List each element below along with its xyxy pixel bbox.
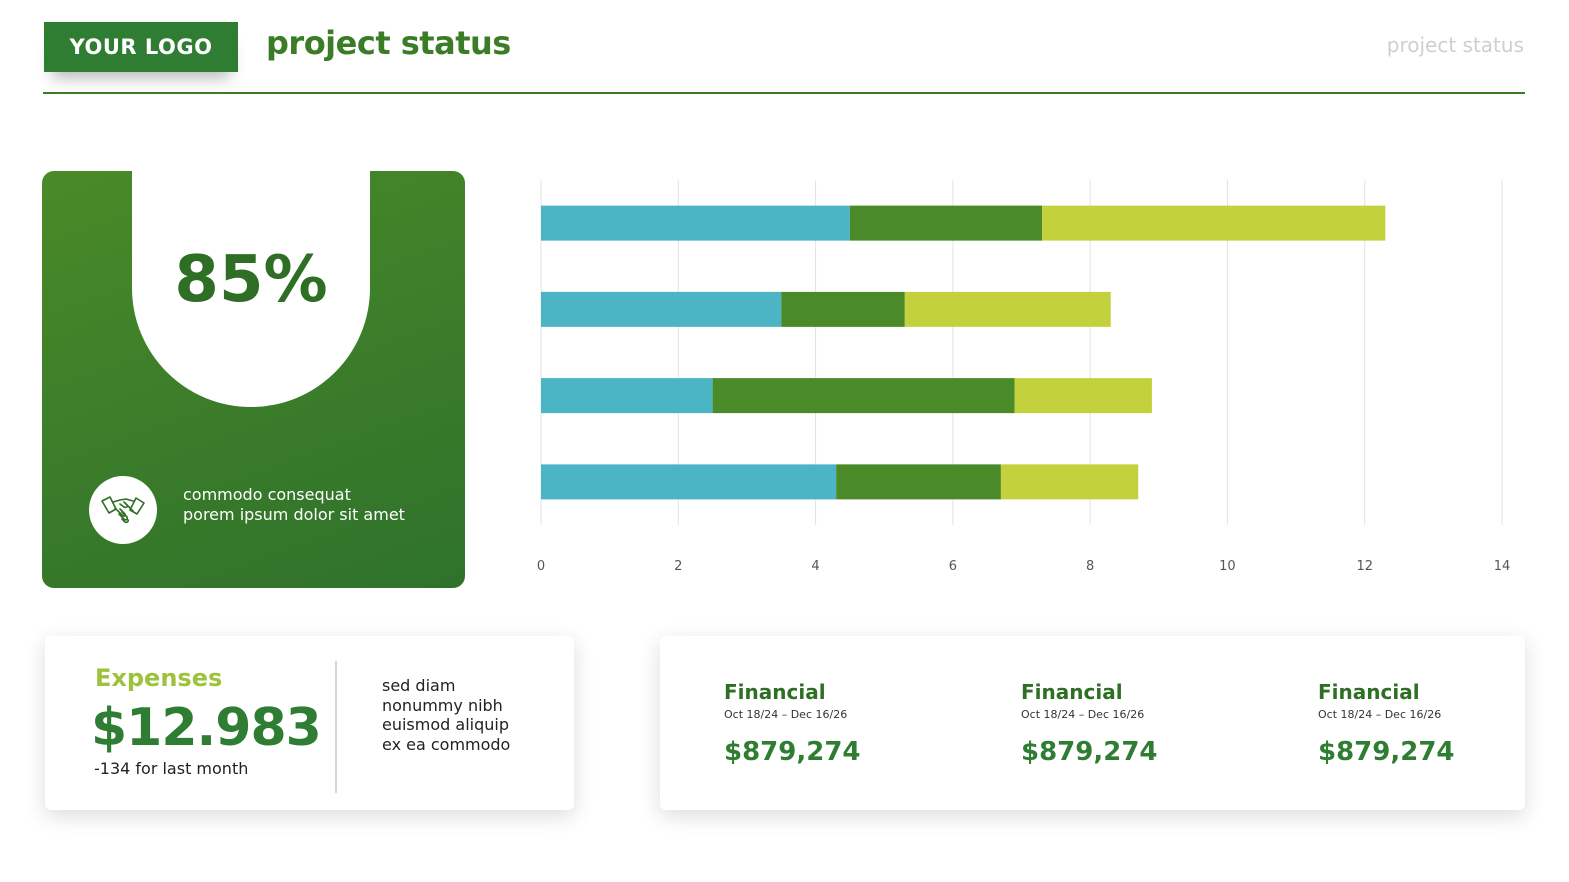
x-tick-label: 8: [1086, 559, 1094, 574]
kpi-card: 85% commodo consequat porem ipsum dolor …: [42, 171, 465, 588]
bar-segment: [904, 291, 1111, 327]
financial-value: $879,274: [1021, 737, 1158, 767]
x-tick-label: 10: [1219, 559, 1236, 574]
bar-segment: [836, 464, 1001, 500]
kpi-value-badge: [132, 171, 370, 407]
x-tick-label: 6: [949, 559, 957, 574]
financial-item: Financial Oct 18/24 – Dec 16/26 $879,274: [1318, 680, 1569, 767]
expenses-note: ex ea commodo: [382, 734, 511, 754]
bar-segment: [541, 464, 837, 500]
financial-item: Financial Oct 18/24 – Dec 16/26 $879,274: [1021, 680, 1281, 767]
x-tick-label: 12: [1356, 559, 1373, 574]
financial-value: $879,274: [724, 737, 861, 767]
expenses-note: nonummy nibh: [382, 695, 503, 715]
expenses-divider: [335, 661, 337, 793]
expenses-note: euismod aliquip: [382, 715, 509, 734]
header-divider: [43, 92, 1525, 94]
financial-title: Financial: [1021, 680, 1123, 704]
expenses-title: Expenses: [95, 664, 223, 692]
bar-segment: [1042, 205, 1386, 241]
kpi-value: 85%: [174, 243, 328, 317]
financials-card: Financial Oct 18/24 – Dec 16/26 $879,274…: [660, 636, 1525, 810]
bar-segment: [541, 205, 850, 241]
financial-dates: Oct 18/24 – Dec 16/26: [1021, 708, 1145, 721]
header-right-label: project status: [1386, 33, 1524, 57]
stacked-bar-chart: 0 2 4 6 8 10 12 14: [537, 180, 1511, 574]
financial-dates: Oct 18/24 – Dec 16/26: [724, 708, 848, 721]
bar-segment: [541, 291, 782, 327]
bar-segment: [1000, 464, 1139, 500]
x-tick-label: 2: [674, 559, 682, 574]
financial-value: $879,274: [1318, 737, 1455, 767]
financial-item: Financial Oct 18/24 – Dec 16/26 $879,274: [724, 680, 984, 767]
bar-segment: [541, 378, 713, 414]
kpi-description-line2: porem ipsum dolor sit amet: [183, 505, 405, 524]
bar-segment: [781, 291, 905, 327]
expenses-note: sed diam: [382, 676, 456, 695]
financial-title: Financial: [1318, 680, 1420, 704]
page-title: project status: [266, 24, 511, 62]
expenses-notes: sed diam nonummy nibh euismod aliquip ex…: [382, 676, 510, 754]
financial-dates: Oct 18/24 – Dec 16/26: [1318, 708, 1442, 721]
bar-segment: [712, 378, 1015, 414]
handshake-icon: [101, 496, 145, 524]
kpi-description-line1: commodo consequat: [183, 485, 351, 504]
x-tick-label: 4: [811, 559, 819, 574]
kpi-description: commodo consequat porem ipsum dolor sit …: [183, 485, 405, 525]
x-tick-label: 0: [537, 559, 545, 574]
expenses-value: $12.983: [91, 698, 322, 758]
bar-segment: [1014, 378, 1152, 414]
expenses-card: Expenses $12.983 -134 for last month sed…: [45, 636, 574, 810]
kpi-icon-badge: [89, 476, 157, 544]
expenses-subtext: -134 for last month: [94, 759, 249, 778]
x-tick-label: 14: [1494, 559, 1511, 574]
financial-title: Financial: [724, 680, 826, 704]
logo: YOUR LOGO: [44, 22, 238, 72]
bar-segment: [849, 205, 1043, 241]
